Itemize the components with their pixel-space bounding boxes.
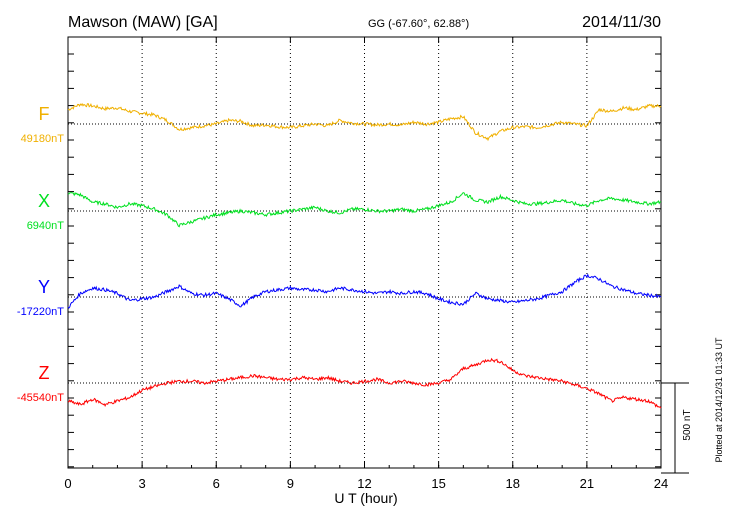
chart-title: Mawson (MAW) [GA]: [68, 14, 218, 31]
baseline-label-f: 49180nT: [21, 133, 65, 145]
footer-note: Plotted at 2014/12/31 01:33 UT: [714, 337, 724, 463]
x-tick-label: 6: [213, 476, 220, 491]
x-tick-label: 24: [654, 476, 668, 491]
x-tick-label: 12: [357, 476, 371, 491]
x-tick-label: 0: [64, 476, 71, 491]
series-name-z: Z: [39, 363, 50, 383]
x-tick-label: 3: [139, 476, 146, 491]
series-line-x: [67, 191, 662, 228]
x-axis-label: U T (hour): [334, 490, 397, 506]
chart-subtitle: GG (-67.60°, 62.88°): [368, 18, 469, 30]
series-line-z: [67, 357, 662, 409]
baseline-label-y: -17220nT: [17, 306, 64, 318]
series-name-f: F: [39, 104, 50, 124]
x-tick-label: 15: [431, 476, 445, 491]
scale-bar-label: 500 nT: [682, 409, 693, 440]
series-line-y: [67, 273, 662, 309]
series-line-f: [67, 102, 662, 142]
baseline-label-z: -45540nT: [17, 392, 64, 404]
x-tick-label: 18: [506, 476, 520, 491]
x-tick-label: 21: [580, 476, 594, 491]
chart-date: 2014/11/30: [582, 14, 661, 31]
series-name-x: X: [38, 191, 50, 211]
x-tick-label: 9: [287, 476, 294, 491]
baseline-label-x: 6940nT: [27, 220, 65, 232]
series-name-y: Y: [38, 277, 50, 297]
scale-bar: [661, 382, 689, 474]
